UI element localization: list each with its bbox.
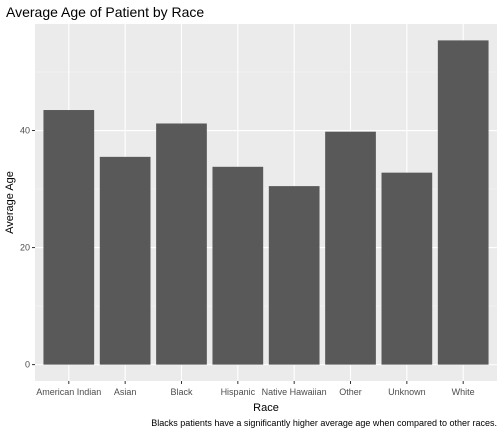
x-tick-label: White bbox=[452, 387, 475, 397]
bar-black bbox=[156, 123, 207, 365]
chart-caption: Blacks patients have a significantly hig… bbox=[151, 418, 497, 428]
bar-asian bbox=[99, 156, 151, 365]
x-tick-label: Asian bbox=[114, 387, 137, 397]
x-tick-label: American Indian bbox=[36, 387, 101, 397]
bar-unknown bbox=[381, 172, 433, 365]
bar-other bbox=[325, 131, 376, 365]
bar-white bbox=[437, 40, 489, 365]
chart-title: Average Age of Patient by Race bbox=[6, 4, 204, 20]
y-tick-label: 20 bbox=[20, 243, 30, 253]
bar-american-indian bbox=[43, 110, 95, 365]
x-tick-label: Unknown bbox=[388, 387, 426, 397]
x-tick-label: Other bbox=[339, 387, 362, 397]
x-tick-label: Native Hawaiian bbox=[262, 387, 327, 397]
x-tick-label: Black bbox=[170, 387, 193, 397]
y-tick-label: 40 bbox=[20, 126, 30, 136]
y-axis-title: Average Age bbox=[4, 171, 16, 234]
bars bbox=[43, 40, 489, 365]
x-tick-label: Hispanic bbox=[221, 387, 256, 397]
bar-hispanic bbox=[212, 166, 264, 365]
x-axis: American Indian Asian Black Hispanic Native … bbox=[36, 381, 475, 397]
y-axis: 0 20 40 bbox=[20, 126, 35, 370]
bar-native-hawaiian bbox=[268, 186, 320, 365]
x-axis-title: Race bbox=[253, 402, 279, 414]
y-tick-label: 0 bbox=[25, 360, 30, 370]
